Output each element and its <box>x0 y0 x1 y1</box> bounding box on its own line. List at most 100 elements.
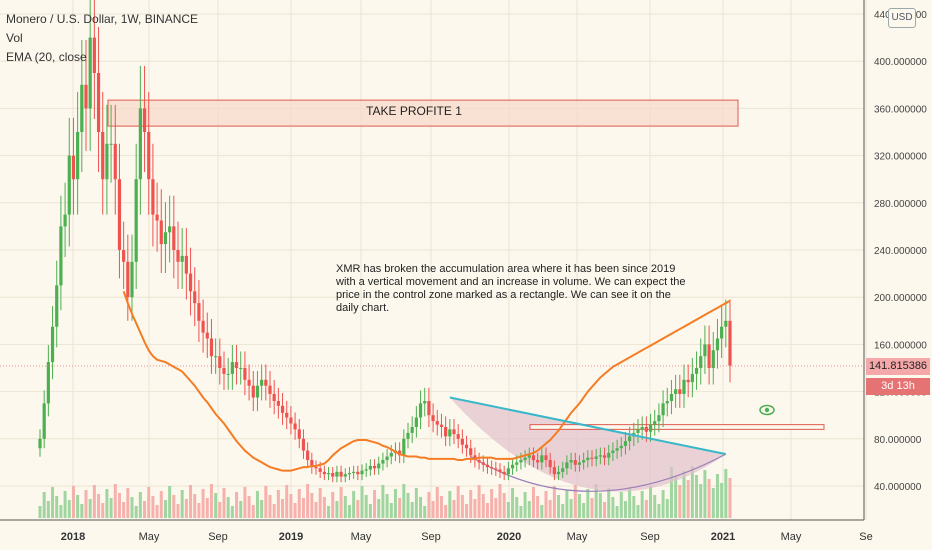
volume-bar <box>189 485 193 518</box>
volume-bar <box>674 476 678 518</box>
volume-bar <box>565 490 569 518</box>
volume-bar <box>264 486 268 518</box>
candle-body <box>205 332 209 339</box>
eye-icon[interactable] <box>759 404 775 416</box>
volume-bar <box>339 487 343 518</box>
volume-bar <box>318 488 322 518</box>
candle-body <box>469 448 473 456</box>
ema-indicator-label[interactable]: EMA (20, close <box>6 50 87 64</box>
candle-countdown-tag: 3d 13h <box>866 378 930 395</box>
volume-bar <box>97 494 101 518</box>
candle-body <box>318 468 322 472</box>
take-profit-rect <box>107 99 739 127</box>
candle-body <box>264 379 268 386</box>
currency-button[interactable]: USD <box>888 8 916 28</box>
volume-bar <box>477 485 481 518</box>
candle-body <box>556 471 561 475</box>
volume-bar <box>352 491 356 518</box>
candle-body <box>648 424 653 432</box>
candle-body <box>456 434 460 439</box>
candle-body <box>347 473 352 475</box>
candle-body <box>71 155 76 180</box>
candle-body <box>720 326 724 339</box>
candle-body <box>142 108 147 132</box>
volume-bar <box>644 500 648 518</box>
analysis-note[interactable]: XMR has broken the accumulation area whe… <box>336 263 686 314</box>
volume-bar <box>297 489 301 518</box>
symbol-title[interactable]: Monero / U.S. Dollar, 1W, BINANCE <box>6 12 199 26</box>
volume-bar <box>577 494 581 518</box>
candle-body <box>343 474 347 477</box>
candle-body <box>239 368 243 369</box>
volume-indicator-label[interactable]: Vol <box>6 31 23 45</box>
candle-body <box>226 373 230 375</box>
volume-bar <box>80 504 84 518</box>
volume-bar <box>669 467 673 518</box>
candle-body <box>402 438 406 456</box>
volume-bar <box>218 502 222 518</box>
volume-bar <box>180 490 184 518</box>
volume-bar <box>88 499 92 518</box>
trendline-path <box>449 396 727 456</box>
volume-bar <box>632 496 636 518</box>
volume-bar <box>255 491 259 518</box>
candle-body <box>724 320 728 327</box>
trendline[interactable] <box>449 396 727 456</box>
candle-body <box>640 427 644 430</box>
candle-body <box>406 432 410 439</box>
candle-body <box>293 423 297 430</box>
volume-bar <box>498 484 502 518</box>
time-tick-label: May <box>139 531 160 543</box>
take-profit-zone[interactable] <box>107 99 739 127</box>
candle-body <box>598 455 602 457</box>
candle-body <box>536 460 540 463</box>
volume-bar <box>720 483 724 518</box>
volume-bar <box>544 491 548 518</box>
candle-body <box>272 393 276 402</box>
volume-bar <box>247 496 251 518</box>
volume-bar <box>42 492 46 518</box>
time-scale[interactable]: 2018 May Sep 2019 May Sep 2020 May Sep 2021 May Se <box>61 531 873 543</box>
candle-body <box>276 401 280 406</box>
candle-body <box>105 143 109 180</box>
candle-body <box>214 356 218 358</box>
candle-body <box>636 429 640 433</box>
volume-bar <box>276 490 280 518</box>
volume-bar <box>385 494 389 518</box>
candle-body <box>515 462 519 465</box>
candle-body <box>163 232 168 245</box>
volume-bar <box>699 484 703 518</box>
candle-body <box>234 362 239 368</box>
candle-body <box>657 415 661 422</box>
candle-body <box>339 471 343 477</box>
volume-bar <box>168 486 172 518</box>
price-tick-label: 320.000000 <box>874 152 927 163</box>
candle-body <box>251 385 255 398</box>
volume-bar <box>327 506 331 518</box>
time-tick-label: Sep <box>208 531 228 543</box>
volume-bar <box>55 496 59 518</box>
ema-line <box>122 290 731 472</box>
volume-bar <box>611 497 615 518</box>
volume-bar <box>711 488 715 518</box>
candle-body <box>297 429 301 439</box>
candle-body <box>184 255 188 274</box>
candle-body <box>444 427 448 437</box>
candle-body <box>711 350 715 368</box>
candle-body <box>669 393 674 402</box>
volume-bar <box>38 506 42 518</box>
volume-bar <box>548 500 552 518</box>
volume-bar <box>76 495 80 518</box>
candle-body <box>76 132 80 180</box>
candle-body <box>46 362 50 404</box>
candle-body <box>615 448 619 451</box>
control-zone[interactable] <box>529 424 825 430</box>
volume-bar <box>640 491 644 518</box>
candle-body <box>322 471 326 475</box>
candle-body <box>586 457 590 461</box>
volume-bar <box>623 501 627 518</box>
candle-body <box>490 467 494 469</box>
candle-body <box>159 220 163 245</box>
candle-body <box>694 368 699 374</box>
